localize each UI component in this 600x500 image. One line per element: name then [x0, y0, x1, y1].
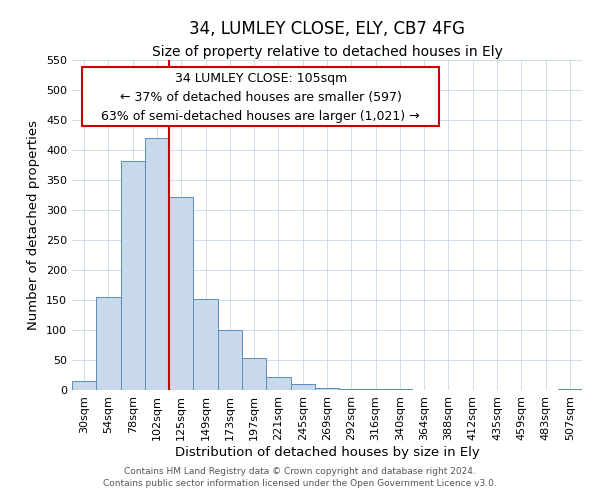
Bar [290, 384, 315, 390]
Text: 34 LUMLEY CLOSE: 105sqm
← 37% of detached houses are smaller (597)
63% of semi-d: 34 LUMLEY CLOSE: 105sqm ← 37% of detache… [101, 72, 420, 122]
Bar [169, 197, 193, 390]
Bar [193, 299, 218, 390]
Text: 34, LUMLEY CLOSE, ELY, CB7 4FG: 34, LUMLEY CLOSE, ELY, CB7 4FG [189, 20, 465, 38]
Text: Contains HM Land Registry data © Crown copyright and database right 2024.
Contai: Contains HM Land Registry data © Crown c… [103, 466, 497, 487]
Bar [72, 381, 96, 390]
Bar [315, 388, 339, 390]
Bar [242, 358, 266, 390]
Y-axis label: Number of detached properties: Number of detached properties [28, 120, 40, 330]
Bar [266, 377, 290, 390]
Bar [145, 138, 169, 390]
X-axis label: Distribution of detached houses by size in Ely: Distribution of detached houses by size … [175, 446, 479, 458]
Bar [96, 297, 121, 390]
Bar [218, 330, 242, 390]
Bar [121, 161, 145, 390]
Text: Size of property relative to detached houses in Ely: Size of property relative to detached ho… [152, 45, 502, 59]
Bar [339, 389, 364, 390]
FancyBboxPatch shape [82, 66, 439, 126]
